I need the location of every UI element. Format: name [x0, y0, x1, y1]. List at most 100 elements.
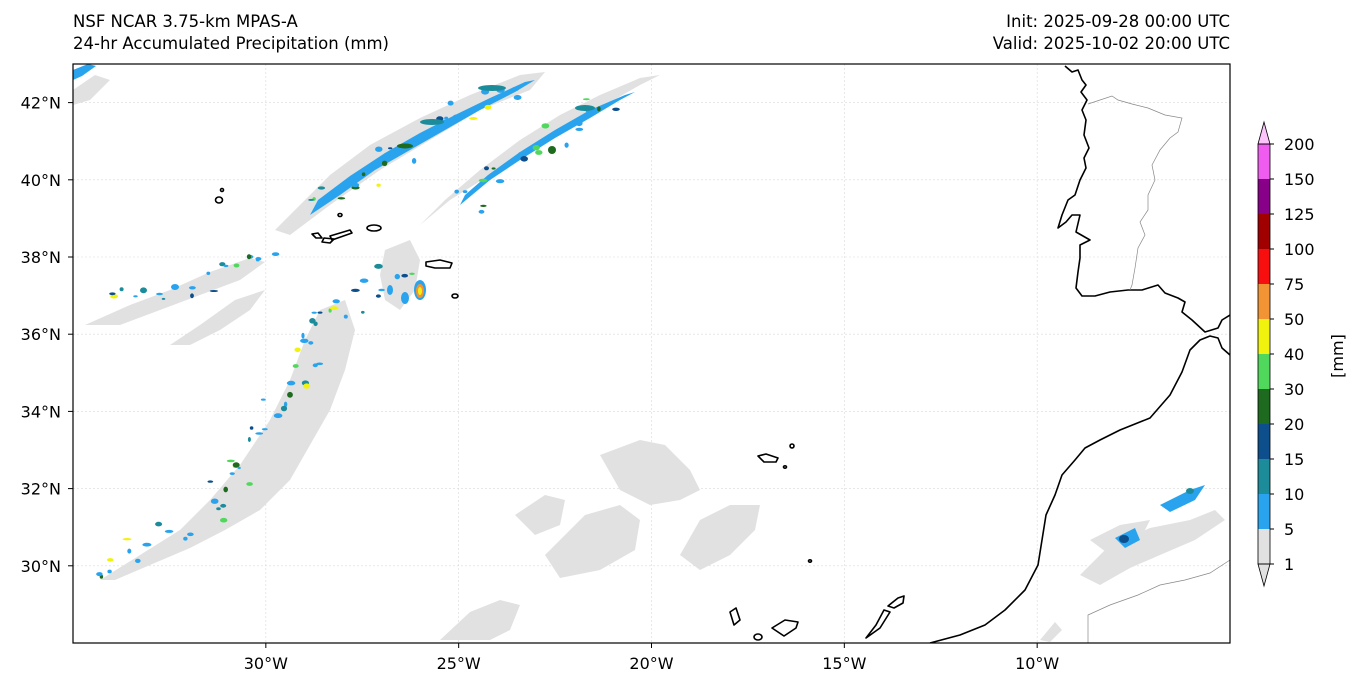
lat-tick-label: 32°N: [21, 480, 61, 499]
precip-cell: [140, 287, 147, 294]
precip-cell: [381, 160, 388, 166]
precip-cell: [223, 264, 229, 268]
lat-tick-label: 42°N: [21, 94, 61, 113]
precip-cell: [183, 536, 188, 541]
precip-cell: [271, 252, 280, 256]
precip-cell: [351, 182, 360, 188]
lon-tick-label: 20°W: [629, 654, 673, 673]
precip-cell: [518, 152, 522, 157]
precip-cell: [109, 292, 116, 296]
precip-cell: [520, 156, 528, 162]
precip-cell: [260, 398, 266, 401]
precip-cell: [226, 459, 235, 463]
precip-cell: [329, 306, 339, 310]
precip-cell: [495, 179, 505, 184]
lon-tick-label: 10°W: [1015, 654, 1059, 673]
precip-cell: [311, 311, 317, 314]
precip-cell: [171, 284, 179, 290]
time-info: Init: 2025-09-28 00:00 UTC Valid: 2025-1…: [993, 11, 1230, 55]
init-time: Init: 2025-09-28 00:00 UTC: [1006, 12, 1230, 31]
precip-cell: [156, 292, 163, 296]
precip-cell: [303, 383, 310, 389]
precip-cell: [411, 158, 417, 164]
lon-tick-label: 30°W: [244, 654, 288, 673]
precip-cell: [444, 116, 449, 120]
longitude-labels: 30°W 25°W 20°W 15°W 10°W: [244, 643, 1059, 673]
map-title: NSF NCAR 3.75-km MPAS-A 24-hr Accumulate…: [73, 11, 389, 55]
precip-cell: [187, 532, 194, 537]
precip-cell: [316, 362, 324, 366]
precip-cell: [328, 308, 332, 313]
precip-cell: [107, 558, 114, 562]
precip-cell: [261, 428, 268, 431]
precip-cell: [308, 198, 315, 201]
lat-tick-label: 38°N: [21, 248, 61, 267]
precip-cell: [127, 548, 132, 554]
precip-cell: [532, 145, 540, 151]
precip-cell: [447, 100, 454, 106]
precip-cell: [513, 95, 522, 100]
precip-light: [73, 72, 1225, 642]
precip-cell: [161, 297, 166, 300]
precip-cell: [359, 278, 369, 283]
precip-cell: [135, 558, 141, 564]
precip-cell: [220, 517, 228, 523]
africa-coast: [929, 335, 1230, 643]
precip-cell: [249, 426, 254, 430]
lon-tick-label: 25°W: [437, 654, 481, 673]
precip-cell: [155, 521, 163, 527]
precip-cell: [96, 572, 103, 577]
precip-cell: [119, 287, 124, 292]
precip-cell: [343, 314, 348, 319]
precip-cell: [511, 86, 519, 92]
precip-cell: [541, 123, 550, 129]
convective-cells: [96, 86, 620, 579]
precip-cell: [216, 507, 221, 511]
precip-cell: [237, 466, 241, 470]
precip-cell: [233, 263, 240, 268]
lat-tick-label: 40°N: [21, 171, 61, 190]
precip-cell: [133, 295, 138, 298]
precip-cell: [491, 167, 496, 170]
precip-cell: [110, 294, 118, 299]
precip-cell: [388, 147, 393, 150]
precip-cell: [220, 503, 227, 508]
precip-cell: [273, 413, 283, 419]
lat-tick-label: 36°N: [21, 325, 61, 344]
precip-cell: [564, 142, 569, 148]
precip-cell: [122, 538, 132, 541]
precip-cell: [206, 271, 211, 275]
precip-cell: [255, 432, 264, 435]
precip-cell: [210, 498, 219, 504]
precip-cell: [246, 482, 253, 486]
precip-cell: [612, 107, 620, 112]
precip-cell: [582, 98, 590, 101]
precip-cell: [575, 127, 584, 131]
precip-cell: [378, 288, 385, 292]
precip-cell: [374, 263, 383, 269]
precip-cell: [255, 257, 262, 261]
lat-tick-label: 34°N: [21, 402, 61, 421]
precip-cell: [232, 462, 240, 468]
precip-cell: [361, 310, 365, 314]
precip-cell: [292, 364, 299, 368]
precip-cell: [332, 299, 340, 304]
precip-cell: [223, 486, 228, 493]
precip-cell: [229, 472, 235, 475]
country-borders: [1087, 95, 1230, 643]
latitude-labels: 42°N 40°N 38°N 36°N 34°N 32°N 30°N: [21, 94, 73, 576]
precip-cell: [484, 166, 489, 171]
precip-cell: [107, 569, 112, 574]
precip-cell: [351, 288, 360, 292]
precip-cell: [597, 106, 601, 112]
precip-cell: [207, 480, 214, 483]
field-name: 24-hr Accumulated Precipitation (mm): [73, 34, 389, 53]
precip-cell: [247, 437, 251, 442]
precip-cell: [189, 286, 196, 290]
precip-cell: [209, 290, 219, 292]
lat-tick-label: 30°N: [21, 557, 61, 576]
precip-cell: [287, 391, 293, 398]
precip-cell: [480, 204, 487, 207]
precip-cell: [317, 186, 326, 190]
